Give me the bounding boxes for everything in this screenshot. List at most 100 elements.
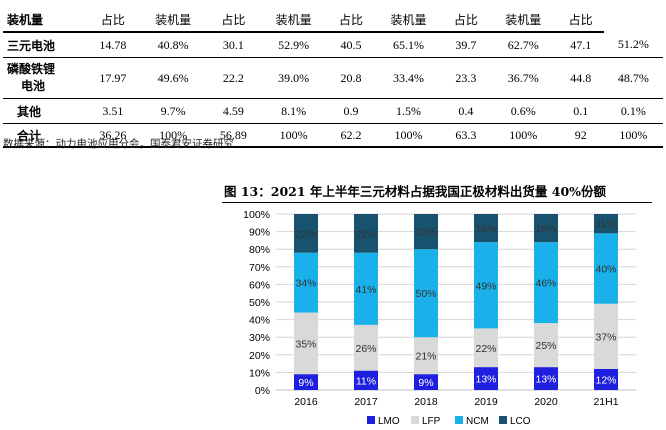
table-cell: 62.2 bbox=[328, 123, 374, 148]
bar-data-label: 20% bbox=[415, 227, 436, 239]
table-cell: 40.8% bbox=[138, 32, 208, 58]
header-cell: 占比 bbox=[557, 8, 604, 33]
table-row: 磷酸铁锂 电池 17.97 49.6% 22.2 39.0% 20.8 33.4… bbox=[3, 57, 663, 99]
bar-data-label: 26% bbox=[355, 343, 376, 355]
bar-segment-lco bbox=[474, 214, 498, 243]
table-cell: 100% bbox=[374, 123, 443, 148]
table-cell: 47.1 bbox=[557, 32, 604, 58]
table-cell: 3.51 bbox=[87, 98, 139, 124]
bar-data-label: 11% bbox=[356, 375, 376, 387]
bar-data-label: 13% bbox=[535, 374, 556, 386]
table-cell: 92 bbox=[557, 123, 604, 148]
table-cell: 100% bbox=[603, 123, 663, 148]
table-row: 合计 36.26 100% 56.89 100% 62.2 100% 63.3 … bbox=[3, 123, 663, 148]
table-cell: 0.6% bbox=[488, 98, 558, 124]
legend-label: NCM bbox=[466, 416, 489, 427]
bar-segment-lco bbox=[414, 214, 438, 250]
bar-segment-ncm bbox=[354, 252, 378, 325]
bar-data-label: 37% bbox=[595, 331, 616, 343]
table-cell: 0.9 bbox=[328, 98, 374, 124]
header-cell: 装机量 bbox=[488, 8, 558, 33]
bar-data-label: 35% bbox=[295, 338, 316, 350]
bar-segment-lco bbox=[534, 214, 558, 243]
bar-data-label: 9% bbox=[298, 377, 313, 389]
x-tick-label: 2020 bbox=[534, 396, 558, 408]
table-cell: 36.26 bbox=[87, 123, 139, 148]
header-cell: 占比 bbox=[87, 8, 139, 33]
header-cell: 占比 bbox=[207, 8, 260, 33]
table-cell: 49.6% bbox=[138, 57, 208, 99]
y-tick-label: 70% bbox=[249, 262, 270, 274]
header-cell: 装机量 bbox=[374, 8, 443, 33]
legend-label: LMO bbox=[378, 416, 400, 427]
row-label: 三元电池 bbox=[3, 32, 87, 58]
figure-title: 图 13：2021 年上半年三元材料占据我国正极材料出货量 40%份额 bbox=[224, 184, 607, 199]
table-cell: 56.89 bbox=[207, 123, 260, 148]
y-tick-label: 60% bbox=[249, 279, 270, 291]
table-cell: 36.7% bbox=[488, 57, 558, 99]
bar-segment-ncm bbox=[474, 242, 498, 329]
table-cell: 62.7% bbox=[488, 32, 558, 58]
table-cell: 40.5 bbox=[328, 32, 374, 58]
y-tick-label: 90% bbox=[249, 227, 270, 239]
bar-data-label: 34% bbox=[295, 278, 316, 290]
x-tick-label: 2017 bbox=[354, 396, 378, 408]
table-cell: 44.8 bbox=[557, 57, 604, 99]
bar-data-label: 22% bbox=[475, 343, 496, 355]
table-cell: 17.97 bbox=[87, 57, 139, 99]
row-label: 合计 bbox=[3, 123, 87, 148]
bar-data-label: 9% bbox=[418, 377, 433, 389]
bar-data-label: 11% bbox=[596, 219, 616, 231]
y-tick-label: 100% bbox=[243, 209, 270, 221]
bar-data-label: 16% bbox=[535, 223, 556, 235]
bar-segment-lfp bbox=[414, 337, 438, 375]
y-tick-label: 20% bbox=[249, 350, 270, 362]
bar-data-label: 46% bbox=[535, 278, 556, 290]
bar-data-label: 22% bbox=[355, 228, 376, 240]
x-tick-label: 2016 bbox=[294, 396, 318, 408]
bar-segment-lmo bbox=[534, 367, 558, 390]
table-cell: 0.1 bbox=[557, 98, 604, 124]
bar-segment-lmo bbox=[594, 368, 618, 390]
y-tick-label: 10% bbox=[249, 367, 270, 379]
table-cell: 100% bbox=[138, 123, 208, 148]
table-cell: 22.2 bbox=[207, 57, 260, 99]
table-cell: 51.2% bbox=[603, 32, 663, 58]
capacity-table: 装机量 占比 装机量 占比 装机量 占比 装机量 占比 装机量 占比 三元电池 … bbox=[3, 8, 663, 148]
table-cell: 48.7% bbox=[603, 57, 663, 99]
bar-segment-lmo bbox=[354, 370, 378, 390]
bar-data-label: 13% bbox=[475, 374, 496, 386]
source-note: 数据来源：动力电池应用分会，国泰君安证券研究 bbox=[3, 138, 234, 150]
y-tick-label: 30% bbox=[249, 332, 270, 344]
bar-data-label: 49% bbox=[475, 280, 496, 292]
table-cell: 9.7% bbox=[138, 98, 208, 124]
row-label: 其他 bbox=[3, 98, 87, 124]
bar-data-label: 22% bbox=[295, 228, 316, 240]
legend-swatch-ncm bbox=[455, 416, 463, 424]
table-cell: 33.4% bbox=[374, 57, 443, 99]
table-cell: 23.3 bbox=[442, 57, 489, 99]
bar-segment-lmo bbox=[294, 374, 318, 390]
bar-segment-lfp bbox=[594, 303, 618, 369]
bar-data-label: 40% bbox=[595, 264, 616, 276]
x-tick-label: 21H1 bbox=[593, 396, 618, 408]
row-label-line: 电池 bbox=[21, 79, 46, 93]
table-cell: 4.59 bbox=[207, 98, 260, 124]
table-cell: 0.1% bbox=[603, 98, 663, 124]
bar-segment-lco bbox=[594, 214, 618, 234]
table-cell: 8.1% bbox=[259, 98, 329, 124]
bar-segment-lmo bbox=[474, 367, 498, 390]
figure-title-rule bbox=[222, 202, 652, 203]
table-row: 三元电池 14.78 40.8% 30.1 52.9% 40.5 65.1% 3… bbox=[3, 32, 663, 58]
table-cell: 20.8 bbox=[328, 57, 374, 99]
table-cell: 63.3 bbox=[442, 123, 489, 148]
legend-swatch-lmo bbox=[367, 416, 375, 424]
table-cell: 1.5% bbox=[374, 98, 443, 124]
bar-data-label: 21% bbox=[415, 351, 436, 363]
bar-segment-lco bbox=[294, 214, 318, 253]
bar-data-label: 50% bbox=[415, 288, 436, 300]
y-tick-label: 80% bbox=[249, 244, 270, 256]
bar-data-label: 16% bbox=[475, 223, 496, 235]
header-label-cell: 装机量 bbox=[3, 8, 87, 33]
bar-segment-lfp bbox=[474, 328, 498, 368]
